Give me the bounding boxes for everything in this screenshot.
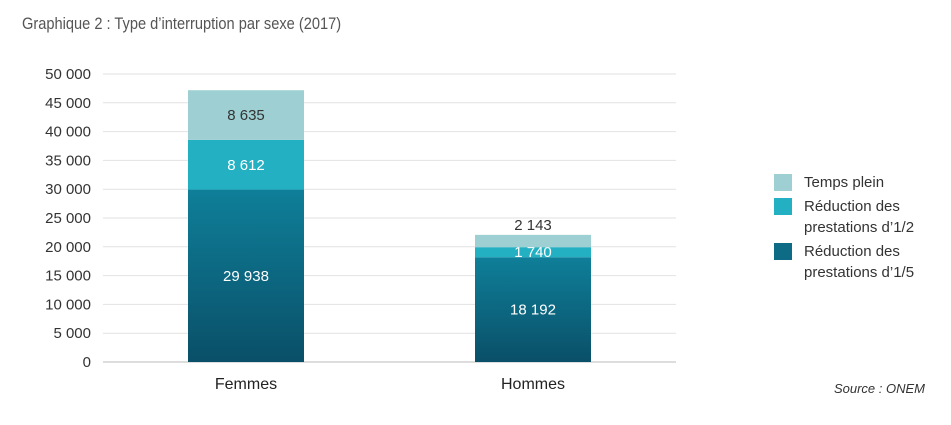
y-tick-label: 15 000 — [45, 268, 91, 285]
legend-swatch — [774, 198, 792, 215]
legend: Temps plein Réduction des prestations d’… — [774, 172, 944, 286]
bar-segment — [188, 90, 304, 140]
y-tick-label: 35 000 — [45, 152, 91, 169]
bar-segment — [475, 257, 591, 362]
legend-item-reduction-1-2: Réduction des prestations d’1/2 — [774, 196, 944, 238]
y-tick-label: 10 000 — [45, 296, 91, 313]
legend-label: Réduction des prestations d’1/5 — [804, 243, 915, 281]
data-label: 8 635 — [227, 107, 265, 124]
bar-segment — [475, 247, 591, 258]
data-label: 8 612 — [227, 157, 265, 174]
x-category-label: Hommes — [501, 376, 565, 393]
data-label: 18 192 — [510, 302, 556, 319]
x-axis-categories: Femmes Hommes — [215, 376, 565, 393]
y-tick-label: 40 000 — [45, 124, 91, 141]
y-tick-label: 30 000 — [45, 181, 91, 198]
y-tick-label: 25 000 — [45, 210, 91, 227]
legend-item-temps-plein: Temps plein — [774, 172, 944, 193]
data-label: 2 143 — [514, 217, 552, 234]
bars: 29 938 8 612 8 635 18 192 1 740 2 143 — [188, 90, 591, 362]
legend-label: Temps plein — [804, 174, 885, 191]
y-tick-label: 5 000 — [53, 325, 91, 342]
bar-segment — [188, 139, 304, 190]
legend-label: Réduction des prestations d’1/2 — [804, 198, 915, 236]
chart-title: Graphique 2 : Type d’interruption par se… — [22, 14, 342, 33]
data-label: 1 740 — [514, 244, 552, 261]
y-tick-label: 45 000 — [45, 95, 91, 112]
bar-segment — [475, 234, 591, 248]
legend-item-reduction-1-5: Réduction des prestations d’1/5 — [774, 241, 944, 283]
data-label: 29 938 — [223, 268, 269, 285]
y-tick-label: 0 — [83, 354, 91, 371]
y-tick-label: 20 000 — [45, 239, 91, 256]
x-category-label: Femmes — [215, 376, 277, 393]
source-note: Source : ONEM — [833, 381, 925, 396]
legend-swatch — [774, 243, 792, 260]
y-tick-label: 50 000 — [45, 66, 91, 83]
bar-segment — [188, 189, 304, 362]
legend-swatch — [774, 174, 792, 191]
y-axis-ticks: 0 5 000 10 000 15 000 20 000 25 000 30 000 35 0… — [45, 66, 91, 371]
